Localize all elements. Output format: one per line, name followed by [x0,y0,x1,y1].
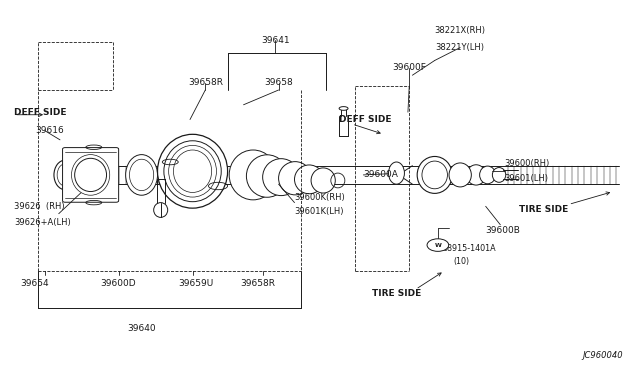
Text: TIRE SIDE: TIRE SIDE [519,205,568,215]
Text: (10): (10) [454,257,470,266]
Text: TIRE SIDE: TIRE SIDE [372,289,421,298]
Text: 38221Y(LH): 38221Y(LH) [436,43,484,52]
Text: 38221X(RH): 38221X(RH) [435,26,486,35]
Circle shape [427,239,449,251]
FancyBboxPatch shape [63,148,118,202]
Ellipse shape [311,168,335,193]
Ellipse shape [262,159,300,196]
Text: 39600K(RH): 39600K(RH) [294,193,345,202]
Ellipse shape [229,150,277,200]
Text: 39626+A(LH): 39626+A(LH) [14,218,71,227]
Ellipse shape [246,155,288,197]
Ellipse shape [492,167,506,182]
Ellipse shape [294,165,324,194]
Text: 39640: 39640 [127,324,156,333]
Ellipse shape [339,107,348,110]
Text: JC960040: JC960040 [582,351,623,360]
Text: 39600(RH): 39600(RH) [505,159,550,169]
Text: 39600D: 39600D [100,279,136,288]
Text: 39601K(LH): 39601K(LH) [294,207,344,217]
Ellipse shape [417,157,452,193]
Text: 39601(LH): 39601(LH) [505,174,548,183]
Text: 39658: 39658 [264,78,293,87]
Text: 08915-1401A: 08915-1401A [443,244,497,253]
Text: 39600F: 39600F [392,63,426,72]
Ellipse shape [388,162,404,184]
Ellipse shape [125,155,157,195]
Text: 39659U: 39659U [179,279,214,288]
Ellipse shape [479,166,495,184]
Ellipse shape [154,203,168,217]
Text: W: W [435,243,442,248]
Ellipse shape [72,155,109,195]
Text: 39600B: 39600B [486,226,520,235]
Text: 39641: 39641 [261,36,290,45]
Ellipse shape [449,163,471,187]
Text: 39626  (RH): 39626 (RH) [14,202,65,211]
Text: DEFF SIDE: DEFF SIDE [339,115,392,124]
Text: 39600A: 39600A [364,170,398,179]
Text: 39658R: 39658R [241,279,275,288]
Text: 39658R: 39658R [188,78,223,87]
Text: 39616: 39616 [35,126,64,135]
Text: DEFF SIDE: DEFF SIDE [14,108,67,117]
Ellipse shape [467,165,486,185]
Ellipse shape [157,134,228,208]
Ellipse shape [278,161,312,195]
Text: 39654: 39654 [20,279,49,288]
